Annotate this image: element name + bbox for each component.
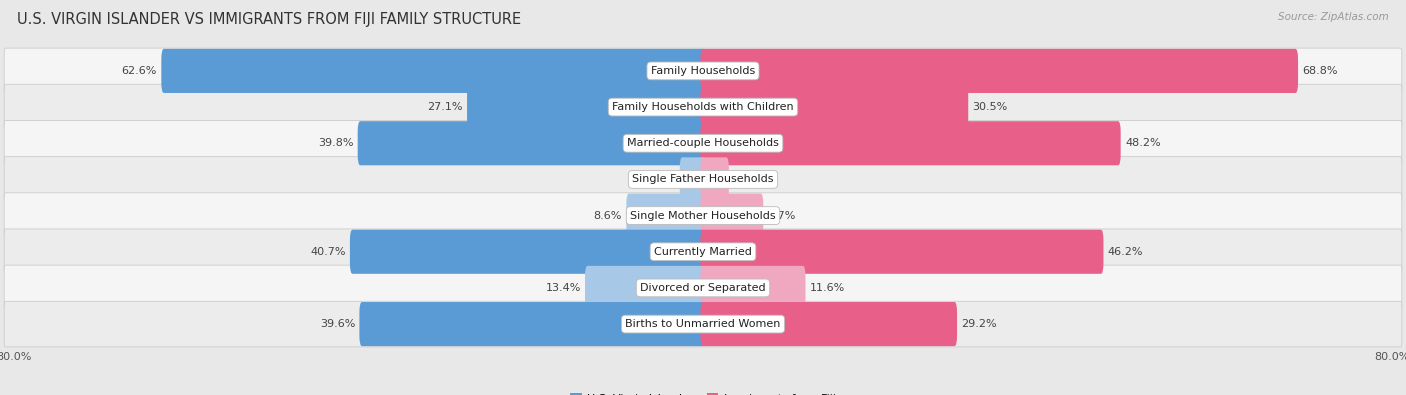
Text: 39.8%: 39.8%	[318, 138, 353, 148]
Text: U.S. VIRGIN ISLANDER VS IMMIGRANTS FROM FIJI FAMILY STRUCTURE: U.S. VIRGIN ISLANDER VS IMMIGRANTS FROM …	[17, 12, 522, 27]
Text: 27.1%: 27.1%	[427, 102, 463, 112]
Text: 29.2%: 29.2%	[962, 319, 997, 329]
Text: Divorced or Separated: Divorced or Separated	[640, 283, 766, 293]
Text: 2.7%: 2.7%	[733, 175, 762, 184]
FancyBboxPatch shape	[679, 157, 706, 201]
FancyBboxPatch shape	[700, 121, 1121, 166]
Text: 48.2%: 48.2%	[1125, 138, 1160, 148]
FancyBboxPatch shape	[700, 49, 1298, 93]
FancyBboxPatch shape	[4, 229, 1402, 275]
FancyBboxPatch shape	[700, 266, 806, 310]
FancyBboxPatch shape	[700, 229, 1104, 274]
FancyBboxPatch shape	[585, 266, 706, 310]
Text: Single Father Households: Single Father Households	[633, 175, 773, 184]
FancyBboxPatch shape	[4, 265, 1402, 311]
FancyBboxPatch shape	[700, 302, 957, 346]
Text: Births to Unmarried Women: Births to Unmarried Women	[626, 319, 780, 329]
Text: Single Mother Households: Single Mother Households	[630, 211, 776, 220]
Legend: U.S. Virgin Islander, Immigrants from Fiji: U.S. Virgin Islander, Immigrants from Fi…	[567, 389, 839, 395]
FancyBboxPatch shape	[4, 157, 1402, 202]
Text: 11.6%: 11.6%	[810, 283, 845, 293]
Text: Family Households: Family Households	[651, 66, 755, 76]
Text: Source: ZipAtlas.com: Source: ZipAtlas.com	[1278, 12, 1389, 22]
FancyBboxPatch shape	[4, 301, 1402, 347]
FancyBboxPatch shape	[626, 194, 706, 238]
Text: 46.2%: 46.2%	[1108, 247, 1143, 257]
Text: 13.4%: 13.4%	[546, 283, 581, 293]
Text: 6.7%: 6.7%	[768, 211, 796, 220]
FancyBboxPatch shape	[700, 85, 969, 129]
FancyBboxPatch shape	[162, 49, 706, 93]
Text: 39.6%: 39.6%	[319, 319, 356, 329]
FancyBboxPatch shape	[4, 84, 1402, 130]
FancyBboxPatch shape	[4, 48, 1402, 94]
Text: 8.6%: 8.6%	[593, 211, 621, 220]
FancyBboxPatch shape	[4, 193, 1402, 238]
Text: 40.7%: 40.7%	[311, 247, 346, 257]
Text: 30.5%: 30.5%	[973, 102, 1008, 112]
FancyBboxPatch shape	[700, 157, 728, 201]
Text: Family Households with Children: Family Households with Children	[612, 102, 794, 112]
Text: Currently Married: Currently Married	[654, 247, 752, 257]
Text: Married-couple Households: Married-couple Households	[627, 138, 779, 148]
Text: 2.4%: 2.4%	[647, 175, 675, 184]
FancyBboxPatch shape	[4, 120, 1402, 166]
Text: 62.6%: 62.6%	[122, 66, 157, 76]
FancyBboxPatch shape	[360, 302, 706, 346]
FancyBboxPatch shape	[700, 194, 763, 238]
FancyBboxPatch shape	[357, 121, 706, 166]
FancyBboxPatch shape	[467, 85, 706, 129]
FancyBboxPatch shape	[350, 229, 706, 274]
Text: 68.8%: 68.8%	[1302, 66, 1339, 76]
